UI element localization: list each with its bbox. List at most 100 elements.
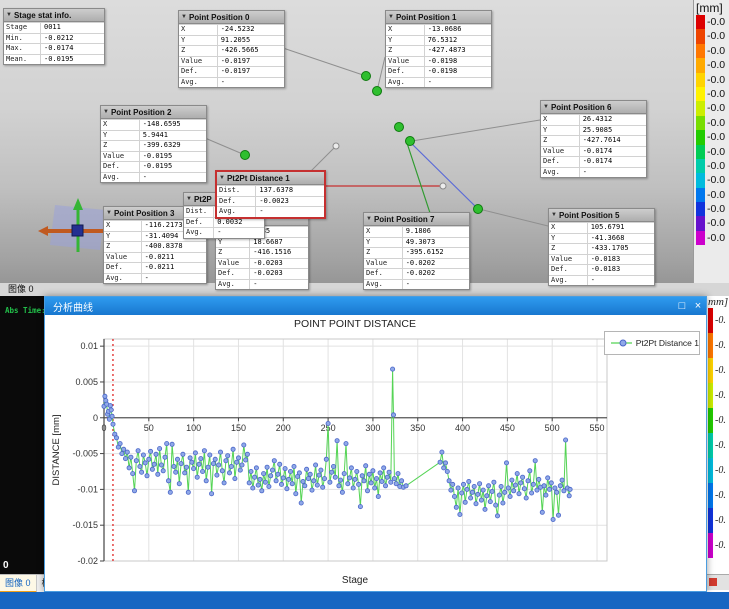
- data-point[interactable]: [257, 476, 263, 482]
- data-point[interactable]: [153, 451, 159, 457]
- data-point[interactable]: [477, 481, 483, 487]
- data-point[interactable]: [561, 488, 567, 494]
- data-point[interactable]: [388, 479, 394, 485]
- record-icon[interactable]: [709, 578, 717, 586]
- data-point[interactable]: [493, 502, 499, 508]
- data-point[interactable]: [162, 454, 168, 460]
- data-point[interactable]: [332, 474, 338, 480]
- data-point[interactable]: [451, 493, 457, 499]
- data-point[interactable]: [198, 456, 204, 462]
- collapse-icon[interactable]: ▼: [186, 196, 192, 202]
- data-point[interactable]: [379, 478, 385, 484]
- collapse-icon[interactable]: ▼: [551, 212, 557, 218]
- data-point[interactable]: [237, 467, 243, 473]
- data-point[interactable]: [262, 479, 268, 485]
- data-point[interactable]: [321, 476, 327, 482]
- data-point[interactable]: [543, 492, 549, 498]
- data-point[interactable]: [390, 366, 396, 372]
- data-point[interactable]: [219, 468, 225, 474]
- data-point[interactable]: [384, 474, 390, 480]
- data-point[interactable]: [498, 483, 504, 489]
- data-point[interactable]: [183, 464, 189, 470]
- data-point[interactable]: [327, 479, 333, 485]
- data-point[interactable]: [442, 460, 448, 466]
- data-point[interactable]: [287, 468, 293, 474]
- data-point[interactable]: [521, 486, 527, 492]
- collapse-icon[interactable]: ▼: [388, 14, 394, 20]
- data-point[interactable]: [381, 465, 387, 471]
- data-point[interactable]: [196, 461, 202, 467]
- maximize-icon[interactable]: □: [678, 300, 686, 312]
- data-point[interactable]: [343, 441, 349, 447]
- data-point[interactable]: [212, 456, 218, 462]
- data-point[interactable]: [545, 475, 551, 481]
- data-point[interactable]: [277, 461, 283, 467]
- data-point[interactable]: [300, 478, 306, 484]
- data-point[interactable]: [271, 458, 277, 464]
- data-point[interactable]: [223, 458, 229, 464]
- data-point[interactable]: [252, 474, 258, 480]
- measurement-point[interactable]: [394, 122, 404, 132]
- data-point[interactable]: [286, 476, 292, 482]
- data-point[interactable]: [364, 488, 370, 494]
- data-point[interactable]: [336, 483, 342, 489]
- data-point[interactable]: [502, 489, 508, 495]
- data-point[interactable]: [448, 487, 454, 493]
- data-point[interactable]: [354, 468, 360, 474]
- data-point[interactable]: [124, 449, 130, 455]
- analysis-curve-dialog[interactable]: 分析曲线 □ × 0.01 0.005 0 -0.005 -0.01 -0.015 -0.0…: [44, 296, 707, 592]
- data-point[interactable]: [167, 489, 173, 495]
- data-point[interactable]: [323, 456, 329, 462]
- data-point[interactable]: [139, 469, 145, 475]
- data-point[interactable]: [523, 495, 529, 501]
- image-panel[interactable]: Abs Time: 0: [0, 296, 46, 574]
- data-point[interactable]: [468, 495, 474, 501]
- collapse-icon[interactable]: ▼: [366, 216, 372, 222]
- data-point[interactable]: [566, 493, 572, 499]
- data-point[interactable]: [182, 470, 188, 476]
- data-point[interactable]: [348, 465, 354, 471]
- data-point[interactable]: [486, 483, 492, 489]
- data-point[interactable]: [459, 490, 465, 496]
- data-point[interactable]: [382, 483, 388, 489]
- data-point[interactable]: [296, 470, 302, 476]
- data-point[interactable]: [563, 437, 569, 443]
- data-point[interactable]: [356, 481, 362, 487]
- data-point[interactable]: [496, 492, 502, 498]
- data-point[interactable]: [130, 471, 136, 477]
- data-point[interactable]: [109, 413, 115, 419]
- data-point[interactable]: [155, 471, 161, 477]
- measurement-point[interactable]: [240, 150, 250, 160]
- data-point[interactable]: [140, 452, 146, 458]
- data-point[interactable]: [158, 462, 164, 468]
- data-point[interactable]: [377, 470, 383, 476]
- data-point[interactable]: [284, 486, 290, 492]
- data-point[interactable]: [464, 486, 470, 492]
- data-point[interactable]: [146, 456, 152, 462]
- data-point[interactable]: [393, 481, 399, 487]
- data-point[interactable]: [187, 455, 193, 461]
- data-point[interactable]: [399, 478, 405, 484]
- data-point[interactable]: [304, 466, 310, 472]
- data-point[interactable]: [144, 473, 150, 479]
- collapse-icon[interactable]: ▼: [106, 210, 112, 216]
- data-point[interactable]: [370, 468, 376, 474]
- data-point[interactable]: [305, 476, 311, 482]
- data-point[interactable]: [228, 463, 234, 469]
- measurement-point[interactable]: [372, 86, 382, 96]
- data-point[interactable]: [246, 480, 252, 486]
- data-point[interactable]: [318, 467, 324, 473]
- data-point[interactable]: [395, 471, 401, 477]
- reference-point[interactable]: [332, 142, 340, 150]
- data-point[interactable]: [235, 455, 241, 461]
- data-point[interactable]: [368, 480, 374, 486]
- data-point[interactable]: [518, 480, 524, 486]
- data-point[interactable]: [386, 469, 392, 475]
- data-point[interactable]: [214, 472, 220, 478]
- data-point[interactable]: [269, 467, 275, 473]
- data-point[interactable]: [126, 465, 132, 471]
- data-point[interactable]: [489, 488, 495, 494]
- data-point[interactable]: [234, 459, 240, 465]
- data-point[interactable]: [293, 491, 299, 497]
- data-point[interactable]: [391, 476, 397, 482]
